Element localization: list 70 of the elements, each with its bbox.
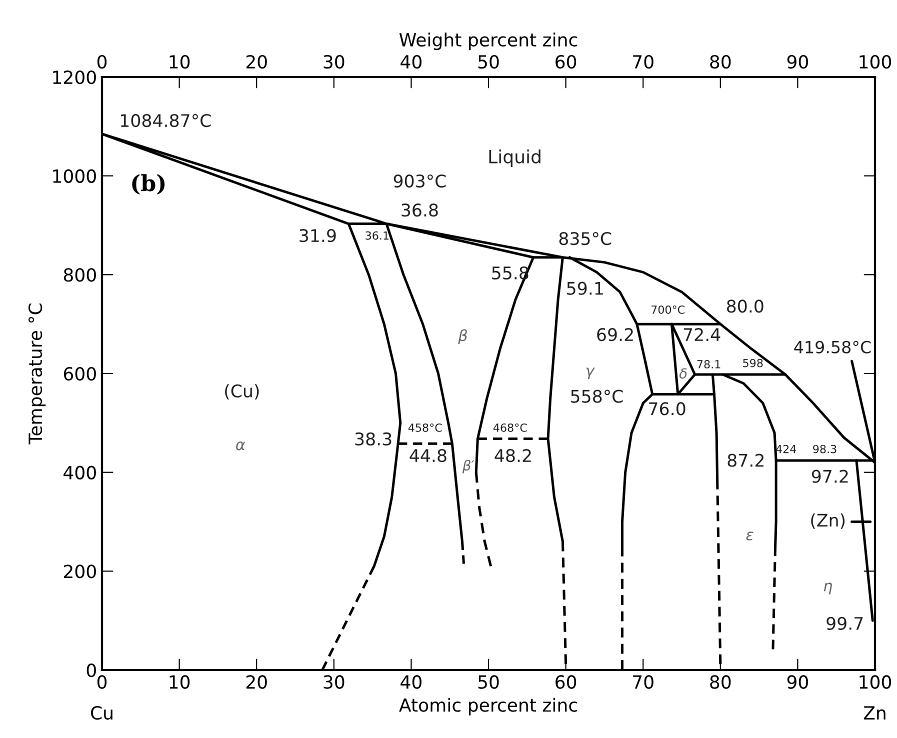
- y-tick-label: 600: [64, 366, 96, 381]
- x2-tick-label: 20: [246, 54, 267, 69]
- y-tick-label: 200: [64, 564, 96, 578]
- annotation: 76.0: [649, 402, 686, 416]
- annotation: (Cu): [225, 384, 259, 400]
- annotation: 48.2: [494, 449, 531, 462]
- y-tick-label: 1000: [53, 169, 96, 183]
- annotation: β′: [462, 460, 474, 474]
- x2-tick-label: 80: [710, 54, 731, 69]
- x-tick-label: 10: [170, 675, 190, 689]
- annotation: 36.1: [366, 231, 389, 240]
- text: Cu: [90, 706, 112, 720]
- annotation: (b): [132, 174, 165, 195]
- annotation: Liquid: [489, 150, 540, 167]
- annotation: 97.2: [812, 470, 848, 483]
- x-tick-label: 90: [787, 675, 808, 689]
- x-tick-label: 30: [324, 675, 344, 689]
- x-axis-title: Atomic percent zinc: [399, 698, 577, 716]
- annotation: 458°C: [408, 423, 442, 432]
- x-tick-label: 50: [478, 675, 499, 689]
- x2-tick-label: 40: [400, 54, 422, 69]
- annotation: 59.1: [567, 282, 603, 295]
- annotation: 44.8: [410, 449, 446, 462]
- annotation: (Zn): [811, 513, 845, 529]
- annotation: ε: [746, 532, 754, 540]
- annotation: β: [458, 329, 467, 344]
- annotation: 835°C: [559, 232, 612, 246]
- x-tick-label: 60: [556, 675, 576, 689]
- x2-tick-label: 100: [860, 54, 892, 69]
- annotation: 72.4: [684, 328, 720, 341]
- x2-tick-label: 70: [633, 54, 654, 69]
- annotation: 419.58°C: [794, 340, 871, 354]
- annotation: 36.8: [402, 204, 438, 217]
- x2-tick-label: 90: [787, 54, 808, 69]
- x-tick-label: 0: [97, 675, 107, 689]
- annotation: 78.1: [697, 360, 720, 368]
- annotation: 903°C: [394, 174, 446, 188]
- annotation: 31.9: [300, 229, 336, 242]
- annotation: 99.7: [826, 616, 863, 630]
- annotation: 1084.87°C: [120, 114, 211, 128]
- annotation: 69.2: [597, 328, 633, 342]
- annotation: 598: [743, 358, 763, 368]
- x-tick-label: 80: [710, 675, 731, 689]
- x2-tick-label: 0: [97, 54, 107, 69]
- annotation: γ: [586, 368, 595, 380]
- x2-tick-label: 50: [478, 54, 499, 69]
- annotation: 87.2: [728, 454, 764, 467]
- annotation: η: [824, 582, 832, 594]
- x-tick-label: 20: [246, 675, 267, 689]
- y-tick-label: 1200: [53, 70, 96, 84]
- y-tick-label: 800: [64, 268, 96, 282]
- annotation: 558°C: [571, 390, 623, 403]
- annotation: α: [236, 442, 246, 450]
- annotation: δ: [679, 368, 687, 379]
- y-tick-label: 0: [86, 663, 96, 678]
- annotation: 38.3: [355, 432, 392, 446]
- x-tick-label: 40: [400, 675, 422, 689]
- y-axis-title: Temperature °C: [28, 304, 46, 444]
- x2-tick-label: 30: [324, 54, 344, 69]
- x2-tick-label: 10: [170, 54, 190, 69]
- text: Zn: [864, 706, 886, 720]
- x2-axis-title: Weight percent zinc: [399, 32, 578, 50]
- annotation: 98.3: [813, 444, 836, 454]
- annotation: 700°C: [651, 305, 684, 314]
- x-tick-label: 70: [633, 675, 654, 689]
- x-tick-label: 100: [860, 675, 892, 689]
- y-tick-label: 400: [64, 466, 96, 480]
- annotation: 80.0: [726, 300, 764, 313]
- x2-tick-label: 60: [556, 54, 576, 69]
- annotation: 468°C: [493, 423, 527, 432]
